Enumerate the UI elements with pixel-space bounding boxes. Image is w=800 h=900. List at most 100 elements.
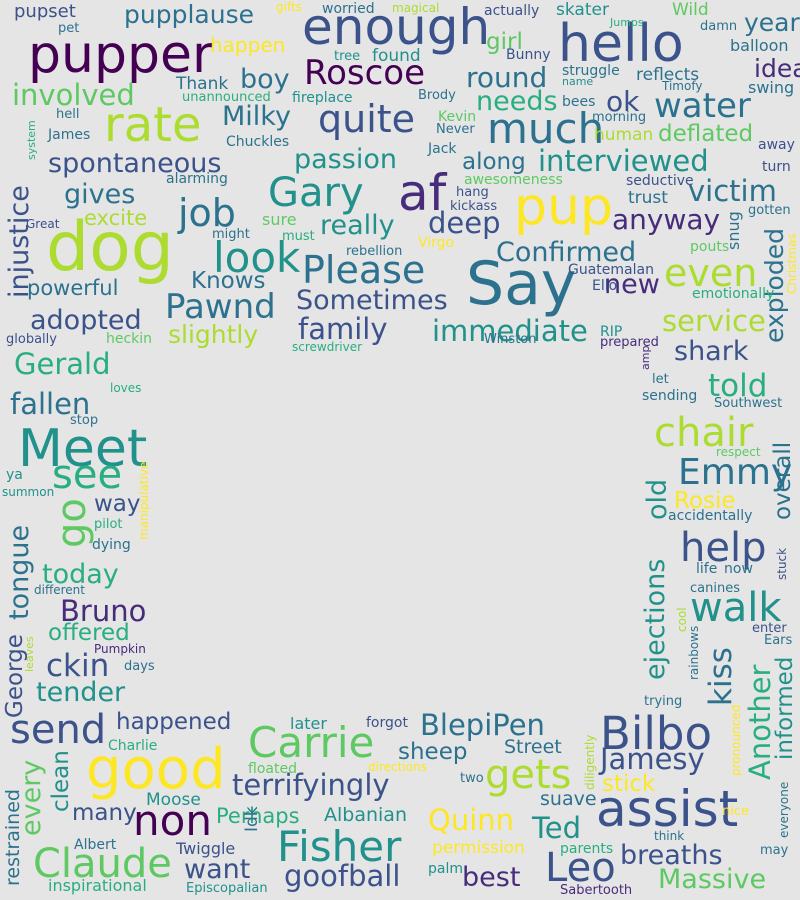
word: Charlie: [108, 738, 158, 754]
word: nice: [722, 804, 749, 819]
word: damn: [700, 19, 738, 34]
word: Perhaps: [216, 804, 300, 828]
word: Episcopalian: [186, 881, 268, 896]
word: adopted: [30, 305, 142, 336]
word: dog: [46, 208, 174, 287]
word: gotten: [748, 203, 791, 218]
word: swing: [748, 78, 795, 97]
word: forgot: [366, 715, 408, 731]
word: immediate: [432, 314, 588, 348]
word: Guatemalan: [568, 262, 654, 278]
word: Pumpkin: [94, 642, 146, 656]
word: family: [298, 312, 388, 346]
word: Albert: [74, 837, 117, 853]
word: offered: [48, 620, 130, 646]
word: year: [744, 8, 800, 37]
word: turn: [762, 159, 791, 175]
word: Gerald: [14, 347, 111, 381]
word: prepared: [600, 335, 659, 350]
word: James: [48, 127, 91, 143]
word: along: [462, 149, 526, 175]
word: Moose: [146, 790, 201, 810]
word: quite: [318, 97, 416, 141]
word: away: [758, 137, 795, 153]
word: skater: [556, 0, 609, 20]
word: struggle: [562, 63, 620, 79]
word: manipulative: [137, 461, 151, 540]
word: needs: [476, 86, 558, 117]
word: idea: [754, 54, 800, 83]
word: stop: [70, 413, 99, 428]
word: passion: [294, 144, 397, 175]
word: Emmy: [678, 452, 793, 493]
word: kickass: [450, 199, 498, 214]
word: BlepiPen: [420, 708, 545, 742]
word: Southwest: [714, 396, 783, 411]
word: job: [178, 191, 236, 235]
word: informed: [772, 656, 798, 760]
word: rate: [104, 97, 202, 153]
word: gifts: [276, 0, 302, 14]
word: walk: [690, 585, 782, 631]
word: good: [86, 737, 226, 802]
word: new: [604, 269, 660, 300]
word: Bunny: [506, 47, 551, 63]
word: girl: [486, 29, 523, 55]
word: want: [184, 854, 251, 885]
word: deflated: [658, 121, 754, 147]
word: respect: [716, 445, 761, 459]
word: overall: [770, 441, 796, 520]
word: happen: [210, 33, 286, 57]
word: Never: [436, 122, 475, 137]
word: Ears: [764, 633, 793, 648]
word: pupset: [14, 1, 76, 22]
word: RIP: [600, 324, 623, 340]
word: Sabertooth: [560, 883, 633, 898]
word: Wild: [672, 0, 709, 20]
word: way: [94, 491, 141, 517]
word: worried: [322, 1, 375, 17]
word: told: [708, 368, 768, 404]
word: pupper: [28, 25, 214, 85]
word: Milky: [222, 101, 291, 132]
word: Jack: [428, 141, 457, 157]
word: Pawnd: [165, 287, 276, 327]
word: old: [642, 478, 673, 520]
word: think: [654, 829, 685, 843]
word: interviewed: [538, 144, 709, 178]
word: goofball: [284, 859, 401, 893]
word: tender: [36, 677, 126, 708]
word: involved: [12, 78, 135, 112]
word: pouts: [690, 239, 730, 255]
word: Idk: [242, 806, 262, 832]
word: Ello: [592, 278, 618, 294]
word: Virgo: [418, 235, 455, 251]
word: today: [42, 559, 119, 590]
word: sheep: [398, 739, 468, 765]
word: Claude: [33, 841, 172, 887]
word: pet: [58, 21, 80, 36]
word: powerful: [27, 276, 119, 300]
word: Knows: [191, 268, 266, 294]
word: happened: [116, 709, 232, 735]
word: suave: [540, 788, 597, 810]
word: restrained: [2, 789, 24, 886]
word: Fisher: [277, 822, 402, 871]
word: might: [212, 227, 250, 242]
word: hello: [558, 14, 684, 74]
word: Meet: [18, 419, 148, 479]
word: pilot: [94, 517, 123, 532]
word: ya: [6, 467, 23, 483]
word: stick: [602, 771, 656, 797]
word: pronounced: [729, 704, 743, 776]
word: gets: [485, 752, 572, 798]
word: non: [133, 796, 212, 845]
word: Timofy: [662, 79, 703, 93]
word: deep: [428, 206, 501, 240]
word: excite: [84, 206, 148, 230]
word: round: [466, 61, 548, 94]
word: clean: [48, 750, 74, 812]
word: Thank: [176, 74, 229, 94]
word: sure: [262, 210, 297, 229]
word: different: [34, 583, 85, 597]
